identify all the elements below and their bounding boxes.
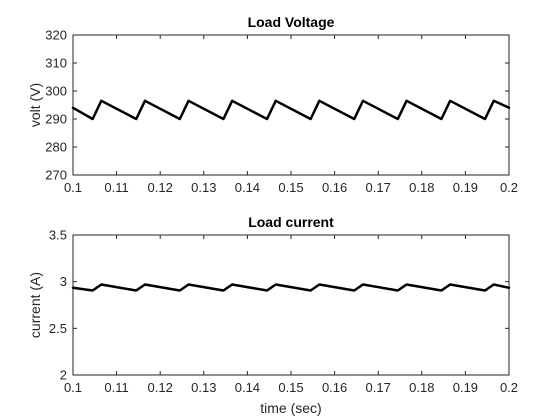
voltage-axes-box	[72, 34, 510, 176]
voltage-y-tick-label: 290	[45, 112, 67, 127]
current-y-tick-label: 3.5	[49, 228, 67, 243]
current-x-tick-label: 0.1	[64, 380, 82, 395]
voltage-x-tick-label: 0.14	[235, 180, 260, 195]
voltage-y-tick-label: 280	[45, 140, 67, 155]
current-y-tick-label: 2.5	[49, 321, 67, 336]
current-x-tick-label: 0.13	[191, 380, 216, 395]
voltage-x-tick-label: 0.19	[453, 180, 478, 195]
current-x-tick-label: 0.2	[500, 380, 518, 395]
voltage-x-tick-label: 0.15	[278, 180, 303, 195]
current-x-tick-label: 0.18	[409, 380, 434, 395]
voltage-x-tick-label: 0.18	[409, 180, 434, 195]
current-chart-title: Load current	[248, 214, 334, 230]
current-x-tick-label: 0.14	[235, 380, 260, 395]
voltage-x-tick-label: 0.16	[322, 180, 347, 195]
voltage-y-tick-label: 300	[45, 84, 67, 99]
voltage-chart-title: Load Voltage	[248, 14, 335, 30]
voltage-x-tick-label: 0.1	[64, 180, 82, 195]
current-x-axis-label: time (sec)	[260, 400, 321, 416]
current-y-tick-label: 3	[60, 274, 67, 289]
voltage-x-tick-label: 0.11	[104, 180, 128, 195]
current-x-tick-label: 0.19	[453, 380, 478, 395]
voltage-x-tick-label: 0.12	[148, 180, 173, 195]
current-y-axis-label: current (A)	[27, 272, 43, 338]
current-x-tick-label: 0.12	[148, 380, 173, 395]
current-series-line	[71, 283, 511, 292]
current-axes-box	[72, 234, 510, 376]
voltage-series-line	[71, 99, 511, 121]
voltage-x-tick-label: 0.2	[500, 180, 518, 195]
current-x-tick-label: 0.11	[104, 380, 128, 395]
voltage-x-tick-label: 0.13	[191, 180, 216, 195]
load-current-plot: Load current current (A) time (sec) 0.1 0…	[27, 214, 518, 416]
current-y-tick-label: 2	[60, 368, 67, 383]
load-voltage-plot: Load Voltage volt (V) 0.1 0.11 0.12 0.13 0.1…	[27, 14, 518, 195]
voltage-y-tick-label: 270	[45, 168, 67, 183]
voltage-y-axis-label: volt (V)	[27, 83, 43, 127]
voltage-x-tick-label: 0.17	[366, 180, 391, 195]
current-x-tick-label: 0.17	[366, 380, 391, 395]
current-x-tick-label: 0.16	[322, 380, 347, 395]
voltage-y-tick-label: 310	[45, 56, 67, 71]
voltage-y-tick-label: 320	[45, 28, 67, 43]
current-x-tick-label: 0.15	[278, 380, 303, 395]
